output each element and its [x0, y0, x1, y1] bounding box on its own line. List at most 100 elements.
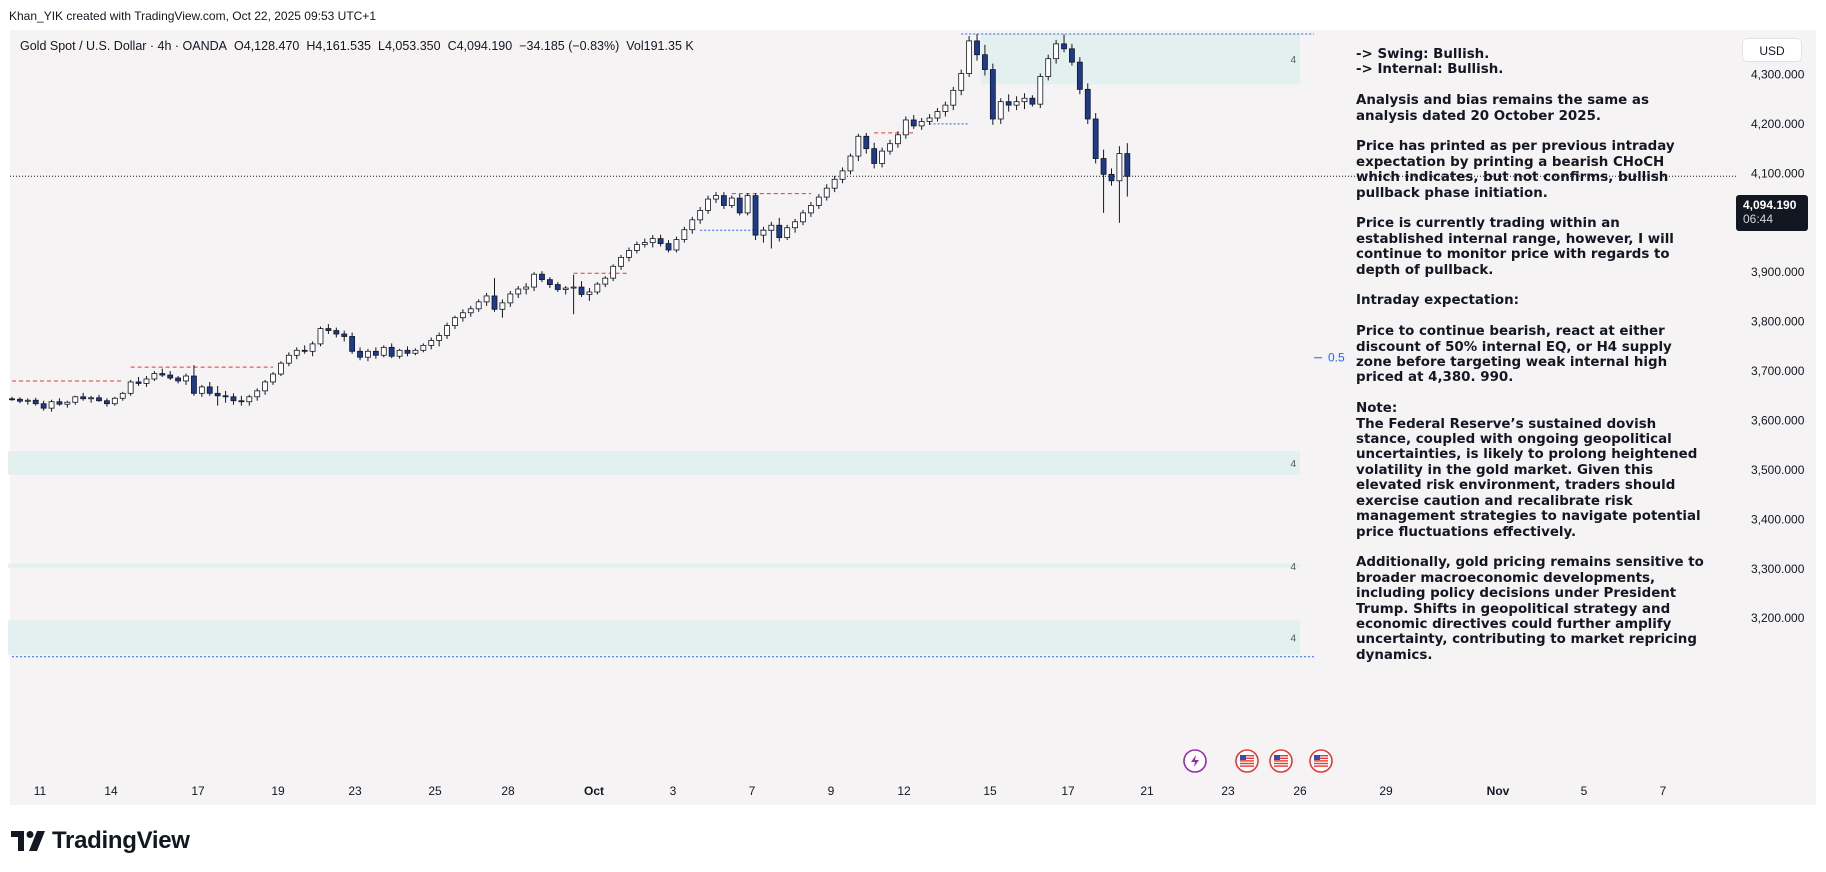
bullish-candle-body	[246, 396, 253, 403]
candle	[934, 108, 941, 122]
bearish-candle-body	[1100, 158, 1107, 175]
bearish-candle-body	[546, 279, 553, 285]
candle	[871, 142, 878, 169]
bullish-candle-body	[88, 397, 94, 400]
bullish-candle-body	[24, 399, 31, 402]
price-tick-label: 3,800.000	[1751, 315, 1805, 329]
bullish-candle-body	[744, 195, 751, 214]
candle	[760, 226, 767, 243]
candle	[879, 147, 885, 168]
symbol-name[interactable]: Gold Spot / U.S. Dollar · 4h · OANDA	[20, 39, 228, 53]
price-tick-label: 3,200.000	[1751, 611, 1805, 625]
flag-canton	[1314, 755, 1320, 760]
candle	[974, 33, 980, 61]
candle	[1084, 83, 1091, 124]
candle	[254, 388, 261, 401]
bullish-candle-body	[48, 401, 55, 409]
supply-demand-zones: 4 4 4 4	[8, 33, 1300, 655]
zone-label: 4	[1290, 55, 1296, 66]
candle	[64, 400, 71, 408]
bullish-candle-body	[728, 197, 735, 206]
bullish-candle-body	[800, 212, 806, 223]
flag-stripe	[1240, 757, 1254, 759]
candle	[278, 361, 284, 377]
candle	[380, 345, 387, 358]
bearish-candle-body	[1076, 61, 1083, 90]
tradingview-logo[interactable]: TradingView	[11, 827, 190, 855]
change-value: −34.185 (−0.83%)	[519, 39, 620, 53]
candle	[839, 167, 846, 184]
time-tick-label: 7	[1660, 784, 1667, 798]
candle	[800, 209, 806, 226]
bullish-candle-body	[1021, 97, 1028, 103]
bearish-candle-body	[191, 375, 197, 394]
bearish-candle-body	[135, 381, 142, 384]
bullish-candle-body	[768, 224, 775, 231]
zone-rect	[8, 563, 1300, 568]
bearish-candle-body	[539, 273, 545, 281]
bullish-candle-body	[475, 301, 482, 310]
candle	[167, 371, 174, 380]
candle	[531, 272, 537, 292]
candle	[997, 98, 1004, 124]
candle	[325, 324, 332, 335]
time-axis: 11 14 17 19 23 25 28 Oct 3 7 9 12 15 17 21 23 26 29 Nov 5 7	[34, 784, 1667, 798]
bearish-candle-body	[222, 395, 229, 398]
candle	[293, 347, 300, 360]
candle	[752, 193, 759, 241]
bullish-candle-body	[523, 286, 530, 290]
candle	[333, 327, 340, 338]
price-tick-label: 3,500.000	[1751, 463, 1805, 477]
candle	[452, 315, 458, 330]
candle	[815, 194, 822, 209]
candle	[412, 348, 419, 356]
price-tick-label: 4,200.000	[1751, 117, 1805, 131]
flag-stripe	[1274, 755, 1288, 757]
candle	[317, 326, 324, 347]
candle	[641, 238, 648, 248]
candle	[238, 395, 245, 406]
candle	[230, 393, 237, 405]
candle	[831, 175, 838, 193]
bearish-candle-body	[1069, 48, 1075, 63]
candle	[1037, 73, 1044, 109]
bullish-candle-body	[610, 265, 617, 279]
analysis-paragraph: Additionally, gold pricing remains sensi…	[1356, 555, 1704, 663]
bullish-candle-body	[143, 378, 150, 384]
candle	[17, 397, 23, 404]
candle	[546, 277, 553, 289]
bullish-candle-body	[1053, 43, 1060, 60]
candlestick-series	[9, 33, 1131, 412]
time-tick-label: 17	[191, 784, 205, 798]
bullish-candle-body	[515, 288, 522, 295]
chart-area[interactable]	[10, 30, 1816, 805]
bullish-candle-body	[815, 196, 822, 206]
tradingview-logo-icon	[11, 831, 45, 851]
bullish-candle-body	[254, 390, 261, 398]
candle	[88, 395, 94, 403]
bearish-candle-body	[349, 336, 356, 352]
flag-stripe	[1314, 760, 1328, 762]
flag-stripe	[1314, 755, 1328, 757]
candle	[713, 192, 719, 204]
candle	[1076, 57, 1083, 95]
tradingview-wordmark: TradingView	[52, 827, 190, 854]
flag-stripe	[1240, 760, 1254, 762]
currency-button[interactable]: USD	[1742, 38, 1802, 62]
bearish-candle-body	[230, 396, 237, 402]
bullish-candle-body	[317, 328, 324, 345]
candle	[24, 398, 31, 405]
flag-stripe	[1274, 757, 1288, 759]
bullish-candle-body	[618, 256, 624, 267]
bullish-candle-body	[966, 40, 973, 74]
candle	[847, 153, 854, 175]
bullish-candle-body	[649, 238, 656, 243]
candle	[1116, 146, 1123, 223]
candle	[372, 347, 379, 359]
equilibrium-marker: 0.5	[1314, 351, 1345, 365]
bullish-candle-body	[839, 170, 846, 180]
time-tick-label: 3	[670, 784, 677, 798]
price-tick-label: 3,900.000	[1751, 265, 1805, 279]
bullish-candle-body	[483, 295, 490, 303]
